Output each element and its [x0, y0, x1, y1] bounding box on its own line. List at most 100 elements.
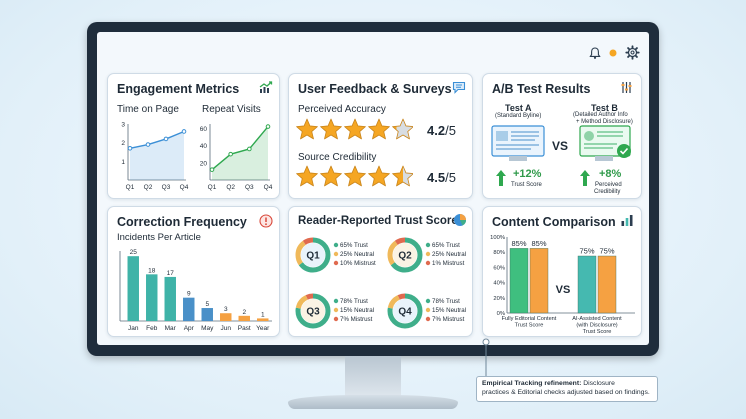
credibility-star [344, 165, 366, 187]
trust-legend-swatch [333, 298, 339, 304]
repeat-visits-xtick-label: Q1 [208, 184, 217, 191]
time-on-page-ytick-label: 3 [121, 122, 125, 129]
comparison-value-label: 85% [531, 239, 546, 248]
time-on-page-label: Time on Page [117, 104, 179, 115]
time-on-page-xtick-label: Q2 [144, 184, 153, 191]
comparison-group-label: AI-Assisted Content [572, 316, 622, 322]
corrections-bar [257, 318, 269, 321]
repeat-visits-point [247, 146, 252, 152]
repeat-visits-line [211, 126, 269, 171]
test-a-up-arrow-icon [496, 170, 506, 186]
reader-trust-card: Reader-Reported Trust Scores Q1 65% Trust… [288, 206, 473, 337]
test-b-metric-2: Credibility [594, 189, 621, 195]
trust-legend-swatch [333, 242, 339, 248]
callout-pointer [482, 338, 490, 376]
time-on-page-point [127, 145, 133, 151]
pie-chart-icon [454, 214, 466, 226]
repeat-visits-point [265, 124, 271, 129]
test-a-article-icon [491, 125, 545, 161]
repeat-visits-label: Repeat Visits [202, 104, 261, 115]
trust-q4-center [393, 299, 417, 323]
repeat-visits-point [228, 151, 233, 157]
test-a-title: Test A [505, 103, 532, 113]
time-on-page-line [129, 130, 185, 149]
trust-legend-label: 25% Neutral [340, 251, 374, 258]
comparison-value-label: 85% [511, 239, 526, 248]
time-on-page-xtick-label: Q4 [180, 184, 189, 191]
trust-q3-label: Q3 [306, 307, 320, 318]
trust-legend-label: 65% Trust [432, 242, 460, 249]
comparison-bar [529, 248, 549, 314]
time-on-page-xtick-label: Q3 [162, 184, 171, 191]
repeat-visits-xtick-label: Q2 [226, 184, 235, 191]
trust-title: Reader-Reported Trust Scores [298, 215, 465, 227]
corrections-value-label: 5 [205, 301, 209, 308]
repeat-visits-point [209, 167, 215, 172]
trust-legend-swatch [425, 316, 431, 322]
trust-legend-swatch [333, 251, 339, 257]
comparison-group-label: Trust Score [583, 329, 612, 335]
gear-icon[interactable] [625, 45, 640, 60]
time-on-page-chart: 3 2 1 Q1 Q2 Q3 Q4 [121, 122, 189, 192]
trust-q1-segment [295, 237, 331, 273]
trust-q2-label: Q2 [398, 251, 412, 262]
trust-q2-segment [387, 237, 423, 273]
trust-legend-swatch [425, 242, 431, 248]
credibility-star [296, 165, 318, 187]
trust-q4-segment [387, 293, 423, 329]
engagement-title: Engagement Metrics [117, 82, 240, 96]
trust-q1-label: Q1 [306, 251, 320, 262]
comparison-title: Content Comparison [492, 215, 616, 229]
time-on-page-point [145, 142, 151, 147]
source-credibility-label: Source Credibility [298, 152, 377, 163]
trust-q2-center [393, 243, 417, 267]
trust-scores-chart: Q1 65% Trust 25% Neutral 10% Mistrust Q2 65% … [295, 237, 466, 329]
correction-frequency-card: Correction Frequency Incidents Per Artic… [107, 206, 280, 337]
trust-legend-label: 78% Trust [432, 298, 460, 305]
trust-q4-label: Q4 [398, 307, 412, 318]
trust-q3-segment [295, 293, 331, 329]
time-on-page-ytick-label: 1 [121, 159, 125, 166]
comparison-group-label: Trust Score [515, 323, 544, 329]
test-b-subtitle-1: (Detailed Author Info [573, 112, 628, 118]
corrections-bar [164, 276, 176, 321]
comparison-bar [577, 255, 597, 314]
chat-bubble-icon [452, 81, 466, 94]
trust-q2-segment [387, 237, 423, 273]
test-b-metric-1: Perceived [595, 182, 622, 188]
correction-frequency-chart: 25 Jan 18 Feb 17 Mar 9 Apr 5 May 3 Jun 2 Past 1 Year [119, 249, 272, 332]
time-on-page-point [181, 129, 187, 134]
corrections-value-label: 1 [261, 311, 265, 318]
corrections-xtick-label: Year [256, 325, 270, 332]
repeat-visits-ytick-label: 40 [200, 143, 208, 150]
corrections-xtick-label: Jan [128, 325, 139, 332]
corrections-title: Correction Frequency [117, 215, 247, 229]
corrections-bar [238, 315, 250, 321]
trust-legend-label: 7% Mistrust [340, 316, 373, 323]
trend-chart-icon [259, 81, 273, 93]
abtest-vs-label: VS [552, 139, 569, 153]
test-b-up-arrow-icon [580, 170, 590, 186]
credibility-star [392, 165, 413, 187]
corrections-xtick-label: Past [238, 325, 251, 332]
tracking-callout: Empirical Tracking refinement: Disclosur… [476, 376, 658, 402]
comparison-ytick-label: 0% [497, 311, 505, 317]
dashboard-screen: Engagement Metrics Time on Page Repeat V… [97, 32, 649, 345]
accuracy-star [296, 118, 318, 140]
corrections-xtick-label: May [201, 325, 214, 332]
comparison-ytick-label: 20% [493, 296, 505, 302]
perceived-accuracy-score: 4.2/5 [427, 123, 456, 138]
comparison-ytick-label: 100% [490, 235, 505, 241]
bell-icon[interactable] [588, 46, 602, 60]
sliders-icon[interactable] [620, 81, 633, 94]
corrections-value-label: 3 [224, 306, 228, 313]
comparison-value-label: 75% [599, 247, 614, 256]
comparison-ytick-label: 60% [493, 265, 505, 271]
corrections-value-label: 25 [130, 249, 138, 256]
repeat-visits-ytick-label: 60 [200, 126, 208, 133]
accuracy-star [368, 118, 390, 140]
trust-legend-label: 15% Neutral [340, 307, 374, 314]
corrections-bar [127, 256, 139, 321]
abtest-title: A/B Test Results [492, 82, 591, 96]
comparison-bar [597, 255, 617, 314]
